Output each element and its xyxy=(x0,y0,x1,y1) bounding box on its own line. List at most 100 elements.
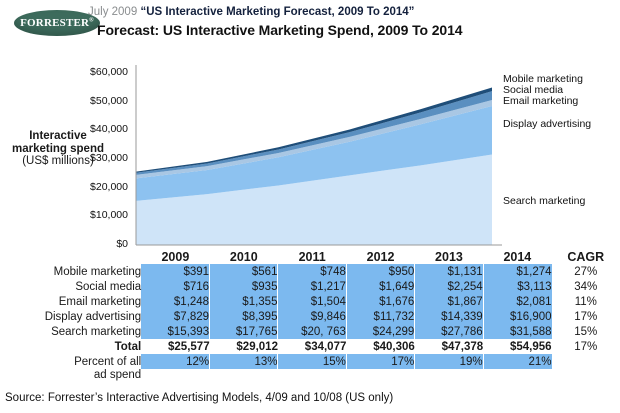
column-header-2013: 2013 xyxy=(435,250,463,264)
table-header-row: 2009 2010 2011 2012 2013 2014 CAGR xyxy=(0,247,620,264)
table-cell: $2,081 xyxy=(483,294,552,309)
publication-date: July 2009 xyxy=(88,6,138,18)
column-header-cagr: CAGR xyxy=(567,250,605,264)
table-cell: $716 xyxy=(141,279,211,294)
column-header-2010: 2010 xyxy=(229,250,258,264)
chart-canvas xyxy=(135,65,502,246)
table-cell: $1,355 xyxy=(209,294,279,309)
area-series-email-marketing xyxy=(136,100,492,179)
data-table: 2009 2010 2011 2012 2013 2014 CAGR Mobile mark… xyxy=(0,247,620,382)
spacer-cell xyxy=(551,369,620,382)
table-cell: 17% xyxy=(346,354,416,369)
table-cell: $935 xyxy=(209,279,279,294)
table-row: Percent of all 12% 13% 15% 17% 19% 21% xyxy=(0,354,620,369)
area-series-search-marketing xyxy=(136,154,492,245)
table-cell: $34,077 xyxy=(277,339,347,354)
table-cell: $561 xyxy=(209,264,279,279)
spacer-cell xyxy=(414,369,484,382)
row-label: Social media xyxy=(75,280,142,293)
table-cell: $17,765 xyxy=(209,324,279,339)
table-cell: $11,732 xyxy=(346,309,416,324)
spacer-cell xyxy=(346,369,415,382)
logo-text-wrapper: FORRESTER® xyxy=(20,17,94,29)
forecast-table: 2009 2010 2011 2012 2013 2014 CAGR Mobile mark… xyxy=(0,247,620,382)
y-axis-tick-label: $40,000 xyxy=(90,123,128,136)
table-row: Mobile marketing $391 $561 $748 $950 $1,131 $1… xyxy=(0,264,620,279)
report-title: “US Interactive Marketing Forecast, 2009… xyxy=(140,6,415,18)
table-cell: 21% xyxy=(483,354,552,369)
cagr-cell xyxy=(551,354,620,369)
cagr-cell: 17% xyxy=(551,309,620,324)
table-cell: $1,274 xyxy=(483,264,552,279)
table-cell: 15% xyxy=(277,354,347,369)
stacked-area-chart: Interactive marketing spend (US$ million… xyxy=(0,55,620,260)
series-label-search-marketing: Search marketing xyxy=(503,195,586,207)
table-row: Email marketing $1,248 $1,355 $1,504 $1,676 $… xyxy=(0,294,620,309)
column-header-2009: 2009 xyxy=(161,250,190,264)
table-cell: $9,846 xyxy=(277,309,347,324)
cagr-cell: 27% xyxy=(551,264,620,279)
table-cell: $20, 763 xyxy=(277,324,347,339)
table-cell: $1,248 xyxy=(141,294,211,309)
row-label: Mobile marketing xyxy=(53,265,142,278)
table-row: Social media $716 $935 $1,217 $1,649 $2,254 $3… xyxy=(0,279,620,294)
area-series-display-advertising xyxy=(136,106,492,201)
registered-trademark-icon: ® xyxy=(89,17,94,24)
table-row: Display advertising $7,829 $8,395 $9,846 $11… xyxy=(0,309,620,324)
y-axis-tick-label: $30,000 xyxy=(90,152,128,164)
row-label: Email marketing xyxy=(58,295,142,308)
table-cell: $16,900 xyxy=(483,309,552,324)
y-axis-title-main: Interactive marketing spend xyxy=(11,130,105,155)
column-header-2012: 2012 xyxy=(366,250,395,264)
table-cell: $1,867 xyxy=(414,294,484,309)
series-label-display-advertising: Display advertising xyxy=(503,118,592,130)
spacer-cell xyxy=(277,369,347,382)
header-kicker: July 2009 “US Interactive Marketing Fore… xyxy=(88,6,414,18)
cagr-cell: 34% xyxy=(551,279,620,294)
table-cell: $54,956 xyxy=(483,339,552,354)
table-cell: $40,306 xyxy=(346,339,415,354)
table-corner-cell xyxy=(0,247,141,264)
table-cell: 12% xyxy=(141,354,211,369)
forrester-logo: FORRESTER® xyxy=(14,10,100,36)
y-axis-tick-label: $20,000 xyxy=(90,180,128,193)
spacer-cell xyxy=(209,369,278,382)
table-cell: $47,378 xyxy=(414,339,484,354)
series-label-social-media: Social media xyxy=(503,84,564,96)
table-cell: $3,113 xyxy=(483,279,552,294)
table-cell: 19% xyxy=(414,354,484,369)
table-cell: $8,395 xyxy=(209,309,279,324)
y-axis-tick-label: $10,000 xyxy=(90,209,128,222)
table-cell: $748 xyxy=(277,264,347,279)
cagr-cell: 11% xyxy=(551,294,620,309)
table-cell: $1,217 xyxy=(277,279,347,294)
table-cell: $2,254 xyxy=(414,279,484,294)
table-cell: 13% xyxy=(209,354,279,369)
table-cell: $29,012 xyxy=(209,339,278,354)
table-cell: $1,504 xyxy=(277,294,347,309)
series-label-mobile-marketing: Mobile marketing xyxy=(503,73,583,85)
table-head: 2009 2010 2011 2012 2013 2014 CAGR xyxy=(0,247,620,264)
row-label-line2: ad spend xyxy=(93,369,142,381)
table-cell: $15,393 xyxy=(141,324,211,339)
percent-row-label-continuation: ad spend xyxy=(0,369,620,382)
series-label-email-marketing: Email marketing xyxy=(503,95,579,107)
table-body: Mobile marketing $391 $561 $748 $950 $1,131 $1… xyxy=(0,264,620,382)
table-cell: $7,829 xyxy=(141,309,211,324)
table-cell: $14,339 xyxy=(414,309,484,324)
table-cell: $391 xyxy=(141,264,211,279)
page-title: Forecast: US Interactive Marketing Spend… xyxy=(97,22,463,38)
table-row: Total $25,577 $29,012 $34,077 $40,306 $47,378… xyxy=(0,339,620,354)
row-label: Percent of all xyxy=(74,355,142,368)
y-axis-tick-label: $60,000 xyxy=(90,66,128,78)
y-axis-tick-label: $0 xyxy=(116,238,128,250)
table-cell: $25,577 xyxy=(141,339,210,354)
source-note: Source: Forrester’s Interactive Advertis… xyxy=(5,392,394,404)
y-axis-title-unit: (US$ millions) xyxy=(22,155,94,167)
table-cell: $1,131 xyxy=(414,264,484,279)
cagr-cell: 17% xyxy=(551,339,620,354)
y-axis-title: Interactive marketing spend (US$ million… xyxy=(6,130,110,168)
table-cell: $31,588 xyxy=(483,324,552,339)
table-cell: $1,649 xyxy=(346,279,416,294)
